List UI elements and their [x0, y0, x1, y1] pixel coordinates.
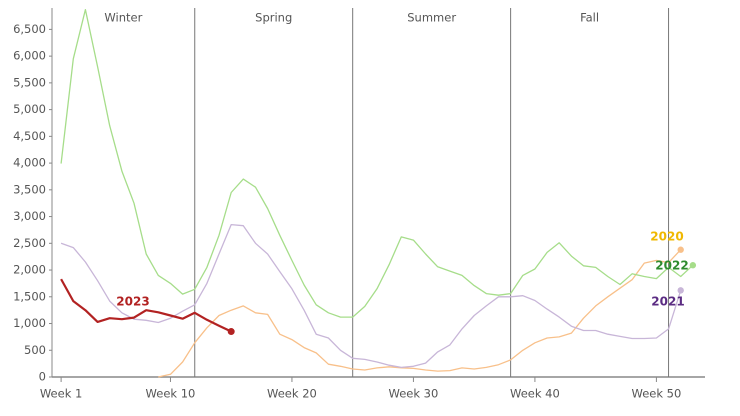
- series-line: [60, 278, 232, 333]
- x-tick-label: Week 40: [510, 387, 560, 401]
- y-tick-label: 2,500: [13, 236, 46, 250]
- season-label: Summer: [407, 11, 456, 25]
- end-dot: [677, 246, 684, 253]
- y-tick-label: 500: [24, 343, 46, 357]
- series-label: 2020: [650, 230, 683, 244]
- series-label: 2023: [116, 295, 149, 309]
- x-tick-label: Week 20: [267, 387, 317, 401]
- season-label: Fall: [580, 11, 599, 25]
- series-line: [60, 8, 694, 318]
- y-tick-label: 1,000: [13, 316, 46, 330]
- y-tick-label: 3,000: [13, 209, 46, 223]
- x-tick-label: Week 50: [632, 387, 682, 401]
- x-tick-label: Week 1: [40, 387, 82, 401]
- y-tick-label: 3,500: [13, 182, 46, 196]
- y-tick-label: 1,500: [13, 289, 46, 303]
- y-tick-label: 2,000: [13, 263, 46, 277]
- y-tick-label: 6,000: [13, 49, 46, 63]
- x-tick-label: Week 30: [389, 387, 439, 401]
- series-line: [158, 249, 682, 378]
- season-label: Winter: [104, 11, 142, 25]
- x-tick-label: Week 10: [146, 387, 196, 401]
- end-dot: [227, 328, 235, 336]
- y-tick-label: 4,500: [13, 129, 46, 143]
- end-dot: [677, 287, 684, 294]
- y-tick-label: 5,500: [13, 75, 46, 89]
- end-dot: [689, 262, 697, 269]
- series-label: 2022: [655, 259, 688, 273]
- y-tick-label: 5,000: [13, 102, 46, 116]
- series-line: [60, 223, 682, 369]
- y-tick-label: 6,500: [13, 22, 46, 36]
- season-label: Spring: [255, 11, 292, 25]
- y-tick-label: 4,000: [13, 156, 46, 170]
- series-label: 2021: [651, 295, 684, 309]
- y-tick-label: 0: [39, 370, 46, 384]
